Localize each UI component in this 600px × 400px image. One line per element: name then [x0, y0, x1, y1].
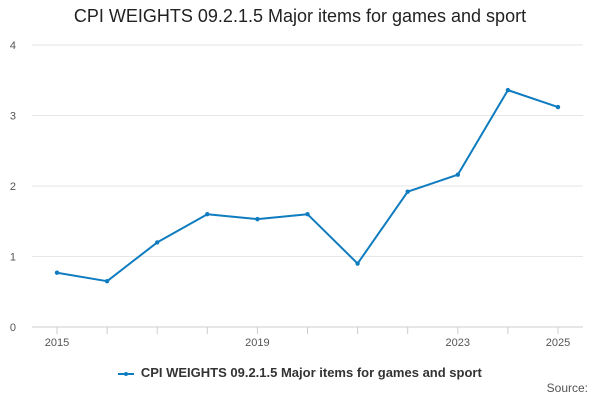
x-tick-label: 2025 — [546, 337, 570, 349]
legend-label: CPI WEIGHTS 09.2.1.5 Major items for gam… — [140, 365, 482, 380]
data-point — [104, 278, 110, 284]
data-point — [355, 261, 360, 266]
legend-swatch — [118, 368, 135, 380]
data-point — [455, 172, 460, 177]
data-point — [305, 212, 310, 217]
data-point — [54, 270, 60, 275]
data-point — [205, 212, 210, 217]
x-tick-label: 2023 — [446, 337, 470, 349]
x-tick-label: 2015 — [45, 337, 69, 349]
y-tick-label: 3 — [10, 111, 16, 123]
data-point — [155, 240, 160, 245]
data-point — [405, 189, 410, 194]
data-point — [505, 87, 511, 93]
y-tick-label: 2 — [10, 181, 16, 193]
legend[interactable]: CPI WEIGHTS 09.2.1.5 Major items for gam… — [0, 365, 600, 380]
y-tick-label: 1 — [10, 252, 16, 264]
source-label: Source: — [546, 381, 588, 395]
chart-title: CPI WEIGHTS 09.2.1.5 Major items for gam… — [73, 6, 527, 26]
data-point — [555, 104, 561, 110]
y-tick-label: 4 — [10, 40, 16, 52]
y-tick-label: 0 — [10, 322, 16, 334]
x-tick-label: 2019 — [245, 337, 269, 349]
data-point — [255, 216, 260, 222]
